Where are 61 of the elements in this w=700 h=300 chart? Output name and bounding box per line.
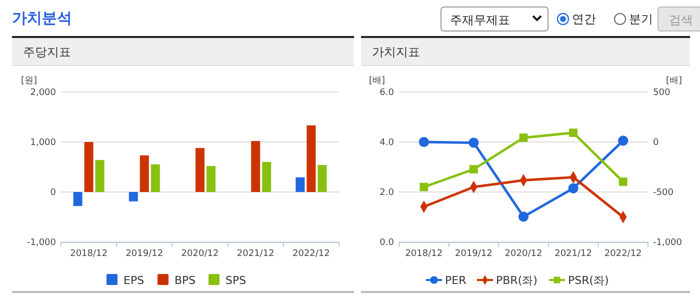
text: 연간 <box>572 12 596 26</box>
bar <box>206 166 216 192</box>
y-tick-label: 2.0 <box>380 188 394 198</box>
chart-title: 가치지표 <box>372 45 420 59</box>
bar <box>84 142 94 192</box>
point <box>468 138 479 148</box>
x-tick-label: 2019/12 <box>455 249 492 259</box>
point <box>420 182 428 192</box>
chart-title: 주당지표 <box>23 45 71 59</box>
dropdown-field: 주재무제표 <box>440 6 548 32</box>
y-tick-label: 0 <box>50 188 56 198</box>
x-tick-label: 2018/12 <box>405 249 443 259</box>
bar <box>140 155 149 192</box>
x-tick-label: 2021/12 <box>554 249 592 259</box>
bar <box>73 192 82 206</box>
legend-label: PER <box>445 274 467 287</box>
x-tick-label: 2021/12 <box>236 249 274 259</box>
legend-label: SPS <box>226 274 246 287</box>
bar <box>95 160 104 192</box>
text: 가치분석 <box>12 9 72 27</box>
point <box>568 183 578 194</box>
legend-label: EPS <box>124 274 144 287</box>
point <box>618 136 628 146</box>
bar <box>196 148 204 192</box>
legend-label: PSR(좌) <box>568 274 609 287</box>
legend-label: BPS <box>174 274 196 287</box>
y-axis-title: [원] <box>21 76 38 86</box>
y-tick-label: 1,000 <box>30 138 56 148</box>
bar <box>150 164 160 192</box>
y2-tick-label: 500 <box>653 88 670 98</box>
x-tick-label: 2019/12 <box>126 249 164 259</box>
y2-tick-label: 0 <box>653 138 659 148</box>
point <box>519 134 528 142</box>
y-tick-label: 2,000 <box>30 88 56 98</box>
legend-label: PBR(좌) <box>496 274 538 287</box>
bar <box>251 141 260 192</box>
point <box>470 165 478 174</box>
y-tick-label: 0.0 <box>380 238 394 248</box>
bar <box>128 192 138 202</box>
bar <box>262 162 272 192</box>
y2-tick-label: -500 <box>653 188 674 198</box>
y2-tick-label: -1,000 <box>653 238 682 248</box>
x-tick-label: 2020/12 <box>181 249 219 259</box>
x-tick-label: 2018/12 <box>70 249 108 259</box>
x-tick-label: 2022/12 <box>604 249 642 259</box>
bar <box>306 125 316 192</box>
x-tick-label: 2022/12 <box>292 249 330 259</box>
search-button: 검색 <box>658 6 700 32</box>
point <box>418 136 429 148</box>
y-tick-label: 4.0 <box>380 138 394 148</box>
y-axis-title: [배] <box>369 76 386 86</box>
bar <box>318 165 327 192</box>
point <box>618 178 628 186</box>
text: 분기 <box>629 12 653 26</box>
point <box>569 128 578 137</box>
point <box>518 212 529 222</box>
x-tick-label: 2020/12 <box>504 249 542 259</box>
y-tick-label: -1,000 <box>26 238 56 248</box>
bar <box>296 177 305 192</box>
y2-axis-title: [배] <box>666 76 682 86</box>
y-tick-label: 6.0 <box>380 88 394 98</box>
